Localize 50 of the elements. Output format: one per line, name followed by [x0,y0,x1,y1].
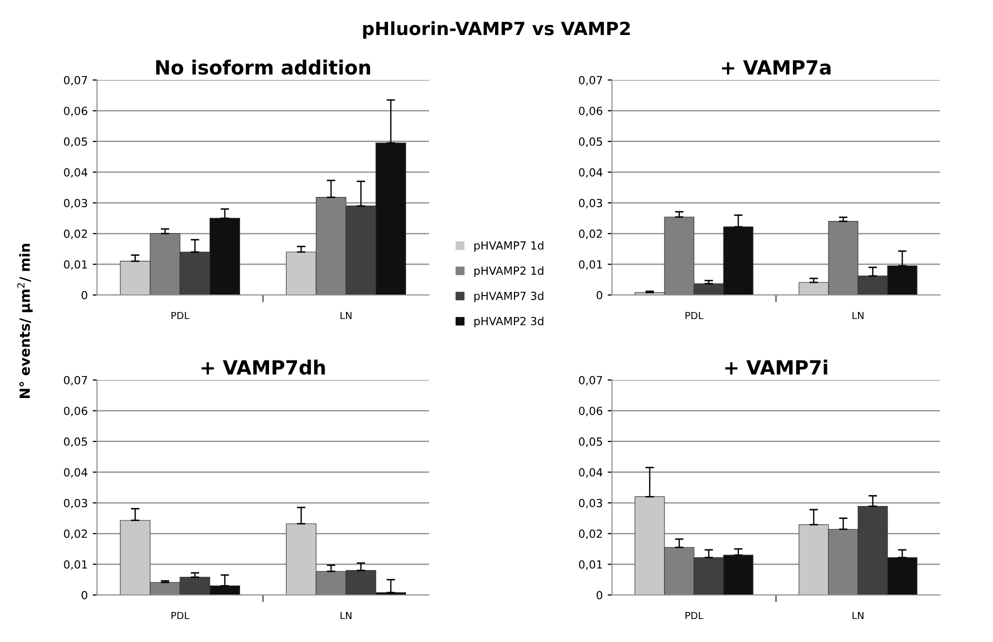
y-tick-label: 0,01 [64,260,87,270]
y-tick-label: 0,03 [64,198,88,208]
y-tick-label: 0,05 [64,437,87,447]
x-tick-label: LN [340,312,352,320]
y-tick-label: 0,04 [64,468,88,478]
chart-title: + VAMP7dh [202,360,325,375]
y-tick-label: 0,01 [578,560,602,570]
legend-label: pHVAMP7 3d [474,291,544,302]
y-tick-label: 0,01 [578,260,602,270]
text: pHluorin-VAMP7 vs VAMP2 [363,21,630,39]
chart-title: + VAMP7a [722,60,831,75]
y-tick-label: 0,02 [64,230,87,240]
y-tick-label: 0,05 [64,137,87,147]
y-tick-label: 0 [596,290,602,300]
y-tick-label: 0,07 [578,376,602,386]
y-tick-label: 0,02 [64,530,87,540]
x-tick-label: PDL [172,312,190,320]
y-tick-label: 0,02 [578,530,602,540]
x-tick-label: LN [852,312,864,320]
x-tick-label: LN [340,612,352,620]
legend-label: pHVAMP7 1d [474,241,544,252]
y-tick-label: 0,06 [64,106,88,116]
y-tick-label: 0,05 [578,137,602,147]
x-tick-label: PDL [686,312,704,320]
y-tick-label: 0,05 [578,437,602,447]
y-axis-title: N° events/ µm$^{2}$/ min [17,244,33,398]
chart-title: No isoform addition [156,60,370,75]
legend-label: pHVAMP2 3d [474,316,544,328]
y-tick-label: 0,03 [64,498,88,508]
x-tick-label: PDL [172,612,190,620]
y-tick-label: 0,04 [578,468,602,478]
y-tick-label: 0,07 [578,76,602,86]
y-tick-label: 0,03 [578,498,602,508]
y-tick-label: 0 [82,590,88,600]
x-tick-label: PDL [686,612,704,620]
y-tick-label: 0,01 [64,560,87,570]
y-tick-label: 0,06 [64,406,88,416]
y-tick-label: 0,07 [64,376,88,386]
y-tick-label: 0,04 [578,168,602,178]
y-tick-label: 0,07 [64,76,88,86]
y-tick-label: 0,03 [578,198,602,208]
y-tick-label: 0,02 [578,230,602,240]
legend-label: pHVAMP2 1d [474,266,544,278]
y-tick-label: 0,04 [64,168,88,178]
chart-title: + VAMP7i [725,360,828,374]
y-tick-label: 0,06 [578,406,602,416]
y-tick-label: 0,06 [578,106,602,116]
x-tick-label: LN [852,612,864,620]
y-tick-label: 0 [82,290,88,300]
y-tick-label: 0 [596,590,602,600]
